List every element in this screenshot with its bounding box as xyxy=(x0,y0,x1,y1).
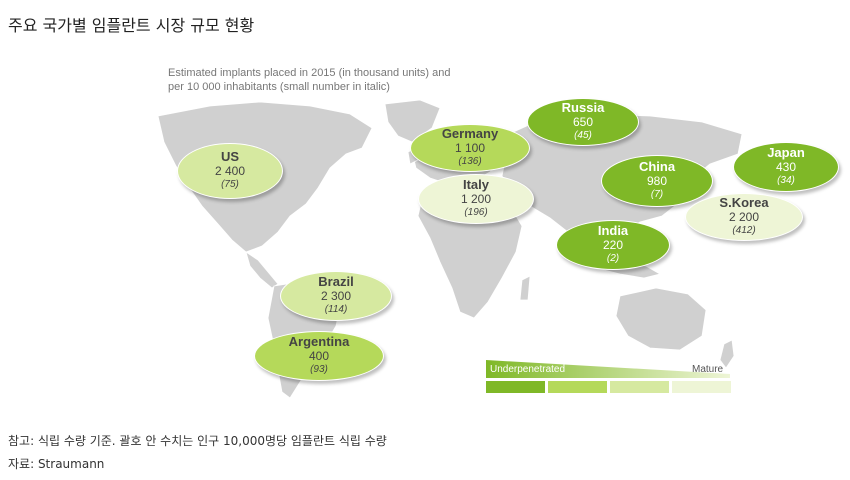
bubble-russia: Russia 650 (45) xyxy=(527,98,639,146)
country-name: Japan xyxy=(767,145,805,160)
new-zealand-land xyxy=(719,339,735,369)
country-per10k: (75) xyxy=(221,179,239,190)
country-name: India xyxy=(597,223,629,238)
country-name: Argentina xyxy=(288,334,350,349)
bubble-italy: Italy 1 200 (196) xyxy=(418,174,534,224)
country-value: 650 xyxy=(572,115,594,129)
country-value: 2 200 xyxy=(728,210,760,224)
country-value: 980 xyxy=(646,174,668,188)
legend-gradient-wedge xyxy=(486,360,730,378)
legend-swatch-2 xyxy=(548,381,607,393)
country-per10k: (136) xyxy=(458,156,482,167)
country-value: 400 xyxy=(308,349,330,363)
subtitle-line-2: per 10 000 inhabitants (small number in … xyxy=(168,81,390,93)
legend-swatch-3 xyxy=(610,381,669,393)
madagascar-land xyxy=(519,275,531,301)
country-per10k: (196) xyxy=(464,207,488,218)
country-name: Italy xyxy=(462,177,489,192)
country-name: China xyxy=(638,159,676,174)
page-title: 주요 국가별 임플란트 시장 규모 현황 xyxy=(8,16,255,35)
bubble-s-korea: S.Korea 2 200 (412) xyxy=(685,193,803,241)
country-per10k: (7) xyxy=(650,189,664,200)
country-per10k: (45) xyxy=(574,130,592,141)
country-name: Russia xyxy=(561,100,605,115)
bubble-india: India 220 (2) xyxy=(556,220,670,270)
country-per10k: (2) xyxy=(606,253,620,264)
central-america-land xyxy=(245,251,279,289)
bubble-china: China 980 (7) xyxy=(601,155,713,207)
legend-swatch-1 xyxy=(486,381,545,393)
country-value: 1 200 xyxy=(460,192,492,206)
legend-swatch-4 xyxy=(672,381,731,393)
bubble-brazil: Brazil 2 300 (114) xyxy=(280,271,392,321)
bubble-argentina: Argentina 400 (93) xyxy=(254,331,384,381)
country-per10k: (412) xyxy=(732,225,756,236)
subtitle-line-1: Estimated implants placed in 2015 (in th… xyxy=(168,67,451,79)
country-value: 2 300 xyxy=(320,289,352,303)
bubble-japan: Japan 430 (34) xyxy=(733,142,839,192)
bubble-germany: Germany 1 100 (136) xyxy=(410,124,530,172)
country-per10k: (93) xyxy=(310,364,328,375)
country-name: S.Korea xyxy=(719,195,769,210)
country-name: Brazil xyxy=(318,274,354,289)
country-per10k: (34) xyxy=(777,175,795,186)
country-value: 220 xyxy=(602,238,624,252)
legend-right-label: Mature xyxy=(692,364,724,375)
legend-left-label: Underpenetrated xyxy=(490,364,566,375)
country-per10k: (114) xyxy=(324,304,348,315)
country-value: 1 100 xyxy=(454,141,486,155)
bubble-us: US 2 400 (75) xyxy=(177,143,283,199)
map-subtitle: Estimated implants placed in 2015 (in th… xyxy=(168,66,451,94)
australia-land xyxy=(615,287,707,351)
source-note: 자료: Straumann xyxy=(8,457,105,471)
country-name: US xyxy=(220,149,240,164)
country-name: Germany xyxy=(441,126,499,141)
country-value: 430 xyxy=(775,160,797,174)
country-value: 2 400 xyxy=(214,164,246,178)
footnote: 참고: 식립 수량 기준. 괄호 안 수치는 인구 10,000명당 임플란트 … xyxy=(8,434,387,448)
